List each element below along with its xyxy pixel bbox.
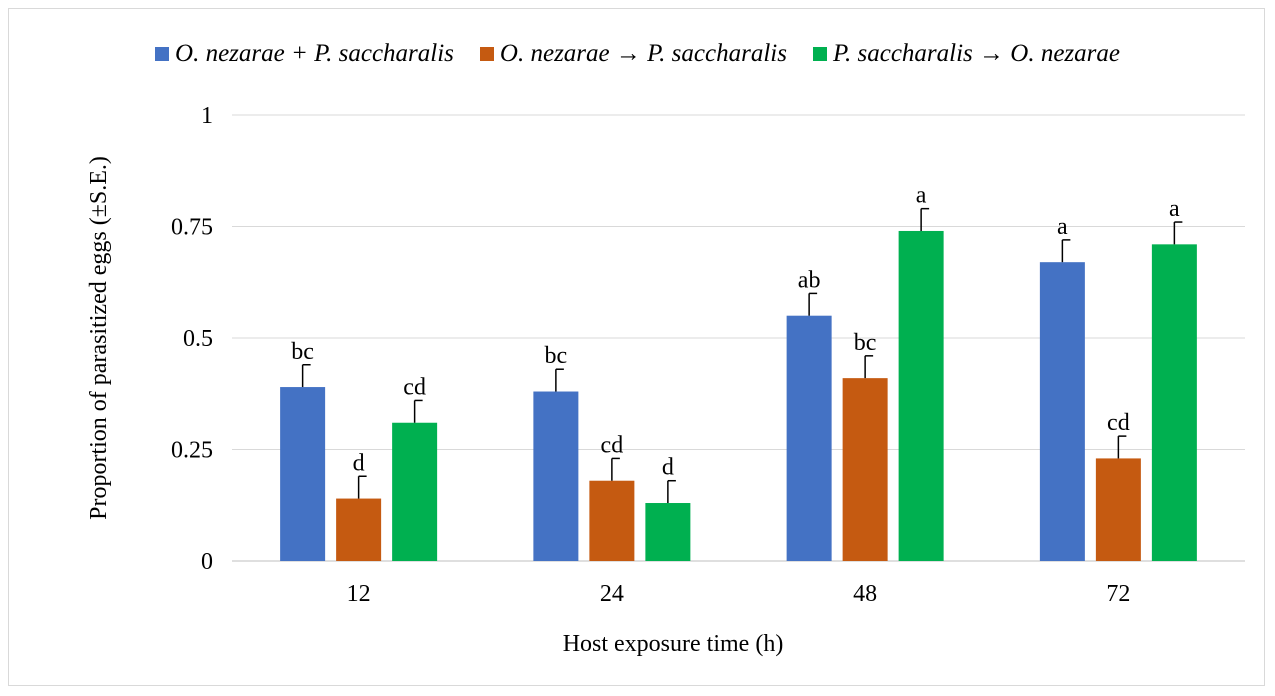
- legend-item-series-2: O. nezarae → P. saccharalis: [479, 40, 787, 68]
- bar: [589, 480, 635, 561]
- gridlines: [232, 114, 1245, 562]
- data-label: a: [1169, 196, 1180, 222]
- legend-label-series-1: O. nezarae + P. saccharalis: [175, 40, 454, 67]
- y-tick-label: 0: [201, 549, 213, 575]
- data-label: a: [916, 183, 927, 209]
- legend-label-series-3: P. saccharalis → O. nezarae: [832, 40, 1120, 67]
- legend-swatch-series-2: [479, 47, 494, 61]
- bars: bc d cd bc cd d ab bc a a cd a: [280, 183, 1197, 561]
- bar: [1095, 458, 1141, 561]
- x-tick-label: 48: [853, 581, 877, 607]
- y-tick-label: 1: [201, 103, 213, 129]
- bar: [645, 503, 691, 561]
- x-tick-label: 72: [1106, 581, 1130, 607]
- bar: [533, 391, 579, 561]
- data-label: d: [353, 450, 365, 476]
- legend-label-series-2: O. nezarae → P. saccharalis: [499, 40, 787, 67]
- bar: [392, 422, 438, 561]
- legend-swatch-series-1: [155, 47, 170, 61]
- data-label: bc: [545, 343, 568, 369]
- bar: [280, 387, 326, 561]
- y-tick-labels: 0 0.25 0.5 0.75 1: [171, 103, 213, 575]
- data-label: d: [662, 455, 674, 481]
- bar: [1039, 262, 1085, 561]
- bar: [336, 498, 382, 561]
- data-label: cd: [403, 374, 426, 400]
- legend-item-series-1: O. nezarae + P. saccharalis: [155, 40, 454, 68]
- data-label: cd: [1107, 410, 1130, 436]
- legend: O. nezarae + P. saccharalis O. nezarae →…: [0, 40, 1275, 68]
- data-label: ab: [798, 267, 821, 293]
- data-label: a: [1057, 214, 1068, 240]
- x-axis-label: Host exposure time (h): [563, 631, 784, 657]
- y-tick-label: 0.75: [171, 215, 213, 241]
- data-label: bc: [854, 330, 877, 356]
- bar: [842, 378, 888, 561]
- y-axis-label: Proportion of parasitized eggs (±S.E.): [86, 156, 112, 520]
- y-tick-label: 0.25: [171, 438, 213, 464]
- data-label: cd: [601, 432, 624, 458]
- y-tick-label: 0.5: [183, 326, 213, 352]
- bar: [898, 230, 944, 561]
- legend-swatch-series-3: [812, 47, 827, 61]
- x-tick-label: 12: [347, 581, 371, 607]
- x-tick-label: 24: [600, 581, 624, 607]
- bar: [1151, 244, 1197, 561]
- x-tick-labels: 12 24 48 72: [347, 581, 1131, 607]
- legend-item-series-3: P. saccharalis → O. nezarae: [812, 40, 1120, 68]
- data-label: bc: [291, 339, 314, 365]
- bar: [786, 315, 832, 561]
